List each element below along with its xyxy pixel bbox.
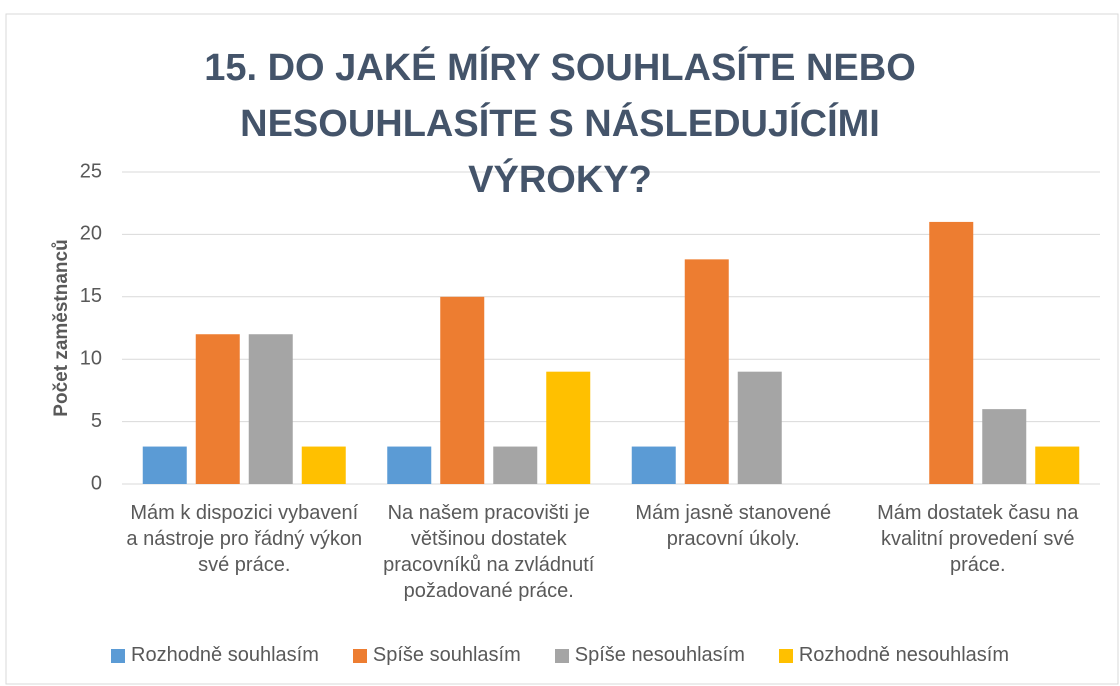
bar	[195, 334, 240, 484]
bar	[546, 371, 591, 484]
x-tick-label: Mám dostatek času na kvalitní provedení …	[877, 502, 1079, 576]
x-tick-label: Mám jasně stanovené pracovní úkoly.	[635, 502, 832, 550]
x-tick-label: Mám k dispozici vybavení a nástroje pro …	[126, 502, 363, 576]
legend: Rozhodně souhlasím Spíše souhlasím Spíše n…	[0, 644, 1120, 667]
bar	[631, 446, 676, 484]
legend-item: Rozhodně nesouhlasím	[778, 644, 1009, 667]
bar	[142, 446, 187, 484]
y-tick-label: 10	[80, 347, 102, 369]
legend-label: Rozhodně nesouhlasím	[798, 644, 1009, 666]
chart-title: 15. DO JAKÉ MÍRY SOUHLASÍTE NEBO NESOUHL…	[204, 47, 916, 201]
y-tick-label: 0	[91, 472, 102, 494]
bar	[1035, 446, 1080, 484]
legend-swatch	[111, 648, 125, 663]
y-axis-label: Počet zaměstnanců	[51, 239, 72, 416]
y-tick-label: 20	[80, 223, 102, 245]
bar	[493, 446, 538, 484]
bar	[929, 221, 974, 485]
legend-item: Rozhodně souhlasím	[111, 644, 319, 667]
legend-item: Spíše souhlasím	[352, 644, 521, 667]
legend-label: Rozhodně souhlasím	[131, 644, 319, 666]
bar	[387, 446, 432, 484]
bar	[737, 371, 782, 484]
legend-label: Spíše souhlasím	[372, 644, 521, 666]
legend-item: Spíše nesouhlasím	[554, 644, 745, 667]
chart-border	[5, 13, 1119, 685]
bar	[248, 334, 293, 484]
bar	[440, 296, 485, 484]
legend-swatch	[778, 648, 793, 663]
bar	[301, 446, 346, 484]
x-tick-label: Na našem pracovišti je většinou dostatek…	[383, 502, 595, 602]
y-tick-label: 5	[91, 410, 102, 432]
bar	[684, 259, 729, 484]
legend-label: Spíše nesouhlasím	[574, 644, 745, 666]
legend-swatch	[352, 648, 367, 663]
legend-swatch	[554, 648, 569, 663]
y-tick-label: 15	[80, 285, 102, 307]
bar	[982, 409, 1027, 484]
y-tick-label: 25	[80, 160, 102, 182]
